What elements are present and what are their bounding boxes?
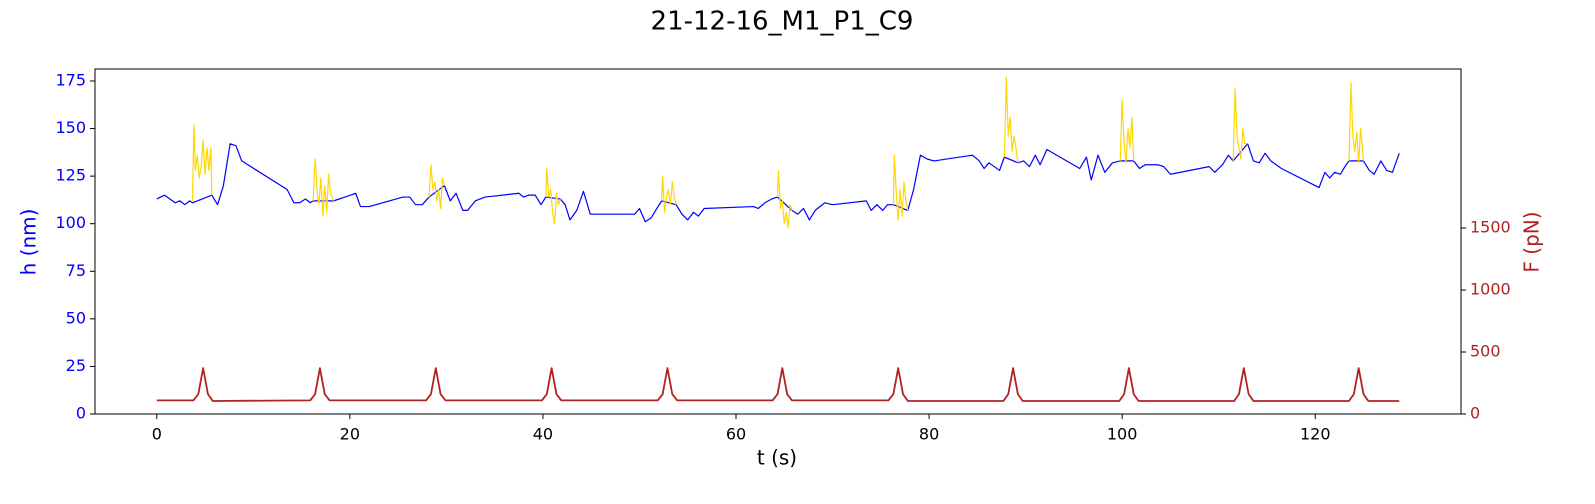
- y-tick-label: 175: [55, 70, 86, 89]
- y-tick-label: 75: [66, 261, 86, 280]
- x-tick-label: 0: [152, 425, 162, 444]
- y2-tick-label: 1500: [1470, 217, 1511, 236]
- chart-title: 21-12-16_M1_P1_C9: [651, 7, 914, 37]
- y-axis-label: h (nm): [17, 209, 41, 276]
- x-tick-label: 60: [726, 425, 746, 444]
- y2-tick-label: 1000: [1470, 279, 1511, 298]
- data-line: [156, 367, 1400, 402]
- y-tick-label: 100: [55, 213, 86, 232]
- y-tick-label: 150: [55, 118, 86, 137]
- y2-tick-label: 500: [1470, 341, 1501, 360]
- data-line: [156, 143, 1400, 223]
- y-tick-label: 50: [66, 308, 86, 327]
- x-tick-label: 80: [919, 425, 939, 444]
- x-axis-label: t (s): [757, 446, 797, 470]
- plot-frame: [94, 68, 1462, 415]
- y2-axis-label: F (pN): [1520, 211, 1544, 272]
- x-tick-label: 120: [1300, 425, 1331, 444]
- y-tick-label: 25: [66, 356, 86, 375]
- data-line: [191, 76, 1365, 229]
- y-tick-label: 125: [55, 166, 86, 185]
- y2-tick-label: 0: [1470, 404, 1480, 423]
- x-tick-label: 40: [533, 425, 553, 444]
- y-tick-label: 0: [76, 404, 86, 423]
- x-tick-label: 100: [1107, 425, 1138, 444]
- x-tick-label: 20: [340, 425, 360, 444]
